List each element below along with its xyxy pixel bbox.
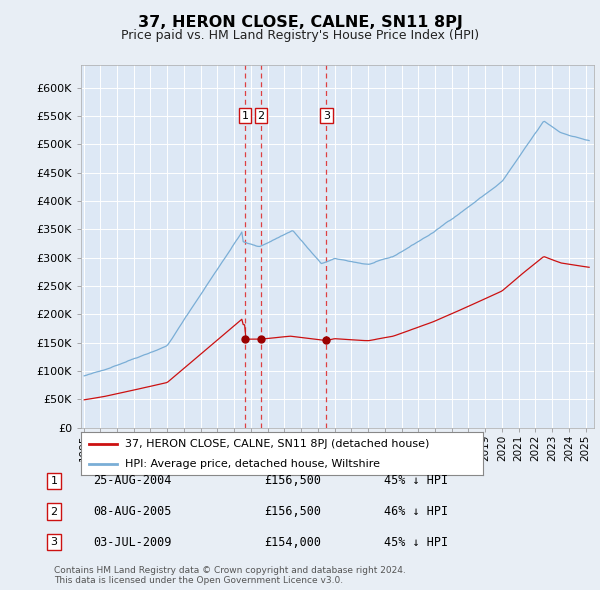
Text: 45% ↓ HPI: 45% ↓ HPI xyxy=(384,474,448,487)
Text: HPI: Average price, detached house, Wiltshire: HPI: Average price, detached house, Wilt… xyxy=(125,460,380,469)
Text: Contains HM Land Registry data © Crown copyright and database right 2024.
This d: Contains HM Land Registry data © Crown c… xyxy=(54,566,406,585)
Text: 2: 2 xyxy=(257,111,265,121)
Text: 25-AUG-2004: 25-AUG-2004 xyxy=(93,474,172,487)
Text: £154,000: £154,000 xyxy=(264,536,321,549)
Text: 37, HERON CLOSE, CALNE, SN11 8PJ (detached house): 37, HERON CLOSE, CALNE, SN11 8PJ (detach… xyxy=(125,439,430,449)
Text: 3: 3 xyxy=(323,111,330,121)
Text: 2: 2 xyxy=(50,507,58,516)
Text: 1: 1 xyxy=(50,476,58,486)
Text: £156,500: £156,500 xyxy=(264,474,321,487)
Text: 46% ↓ HPI: 46% ↓ HPI xyxy=(384,505,448,518)
Text: 1: 1 xyxy=(241,111,248,121)
Text: Price paid vs. HM Land Registry's House Price Index (HPI): Price paid vs. HM Land Registry's House … xyxy=(121,30,479,42)
Text: 08-AUG-2005: 08-AUG-2005 xyxy=(93,505,172,518)
Text: 37, HERON CLOSE, CALNE, SN11 8PJ: 37, HERON CLOSE, CALNE, SN11 8PJ xyxy=(137,15,463,30)
Text: £156,500: £156,500 xyxy=(264,505,321,518)
Text: 3: 3 xyxy=(50,537,58,547)
Text: 03-JUL-2009: 03-JUL-2009 xyxy=(93,536,172,549)
Text: 45% ↓ HPI: 45% ↓ HPI xyxy=(384,536,448,549)
